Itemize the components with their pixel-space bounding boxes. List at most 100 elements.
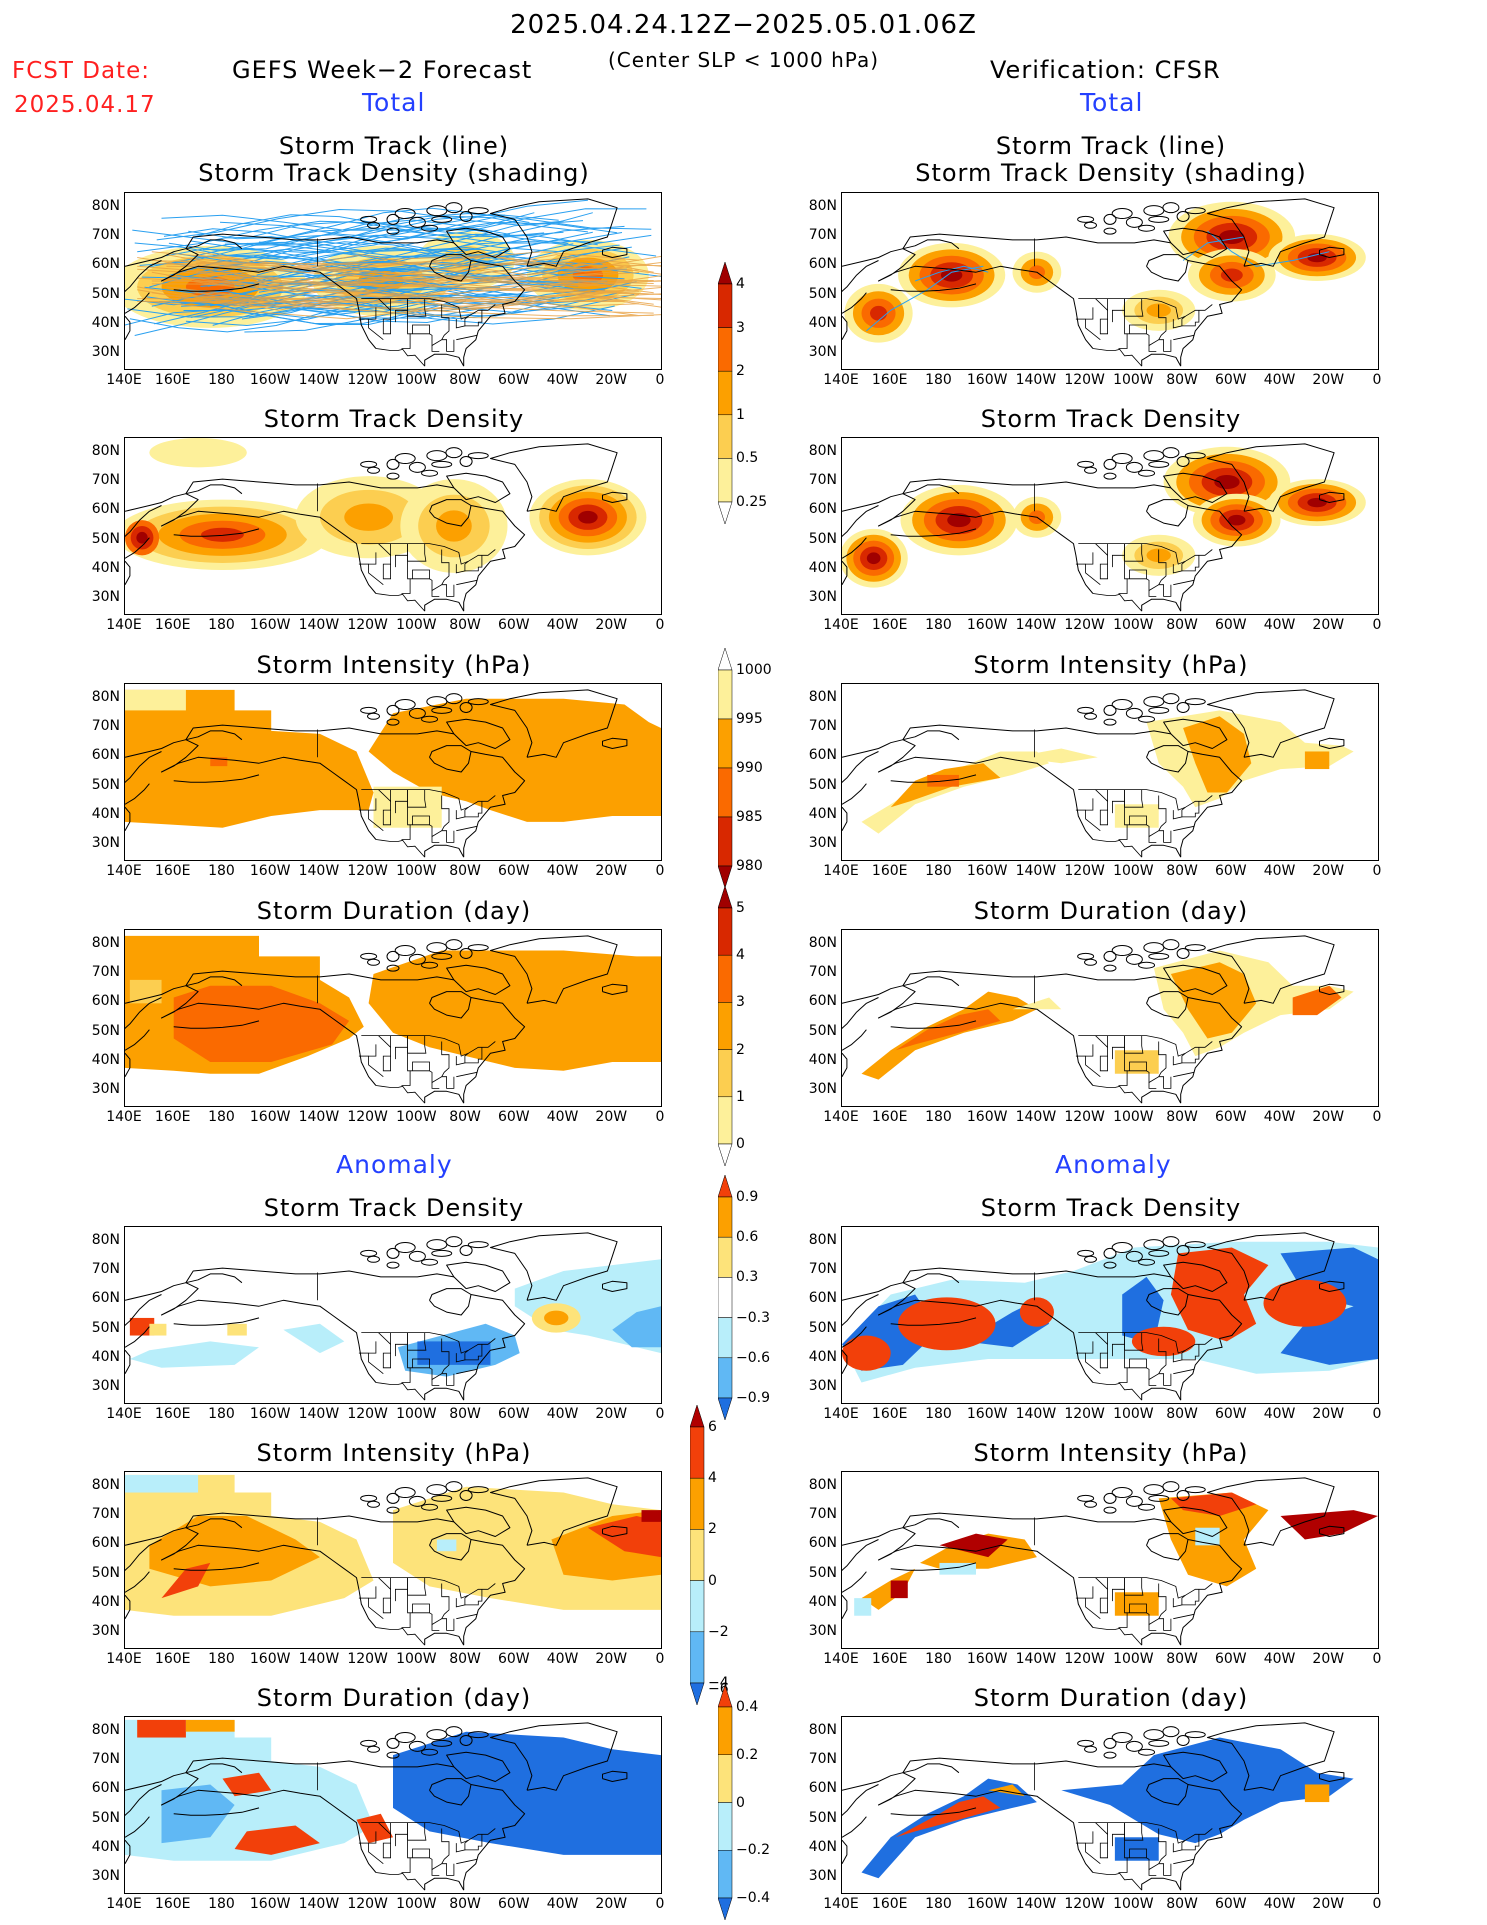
lon-tick-label: 60W: [497, 1896, 530, 1912]
lon-tick-label: 120W: [347, 863, 388, 879]
lon-tick-label: 40W: [546, 617, 579, 633]
lon-tick-label: 100W: [1113, 1109, 1154, 1125]
lon-tick-label: 140W: [1015, 617, 1057, 633]
lon-tick-label: 160E: [871, 1109, 908, 1125]
forecast-title: GEFS Week−2 Forecast: [232, 56, 533, 84]
lon-tick-label: 120W: [347, 372, 388, 388]
lat-tick-label: 70N: [808, 1751, 837, 1767]
lon-tick-label: 180: [925, 372, 952, 388]
lon-tick-label: 140W: [298, 372, 340, 388]
lon-tick-label: 80W: [449, 617, 481, 633]
lat-tick-label: 60N: [91, 993, 120, 1010]
lon-tick-label: 20W: [595, 617, 628, 633]
colorbar-duration-total: 5 4 3 2 1 0: [717, 885, 778, 1167]
lon-tick-label: 180: [925, 1651, 952, 1667]
lon-tick-label: 0: [655, 863, 665, 879]
lat-tick-label: 30N: [808, 344, 837, 361]
lat-tick-label: 50N: [91, 285, 120, 302]
left-total-heading: Total: [362, 88, 426, 117]
lon-tick-label: 160E: [154, 1651, 191, 1667]
panel-title-density-anom-left: Storm Track Density: [263, 1194, 525, 1222]
lon-tick-label: 120W: [347, 1109, 388, 1125]
lon-tick-label: 100W: [1113, 372, 1154, 388]
lon-tick-label: 100W: [396, 372, 437, 388]
lon-tick-label: 0: [1372, 1651, 1382, 1667]
lon-tick-label: 160W: [966, 1896, 1008, 1912]
lon-tick-label: 120W: [1064, 372, 1105, 388]
lat-tick-label: 70N: [91, 964, 120, 980]
lon-tick-label: 40W: [1263, 1896, 1296, 1912]
lon-tick-label: 120W: [1064, 617, 1105, 633]
lon-tick-label: 100W: [396, 1651, 437, 1667]
lat-tick-label: 70N: [808, 718, 837, 734]
colorbar-tick-label: 0: [708, 1572, 717, 1589]
lat-tick-label: 70N: [91, 1261, 120, 1277]
lon-tick-label: 120W: [347, 617, 388, 633]
panel-title-intensity-anom-left: Storm Intensity (hPa): [256, 1439, 532, 1467]
lon-tick-label: 140E: [106, 617, 142, 633]
map-canvas: [842, 689, 1354, 858]
colorbar-graphic: [717, 1174, 733, 1421]
panel-title-track-shading-right: Storm Track Density (shading): [915, 159, 1307, 187]
colorbar-graphic: [689, 1404, 705, 1706]
lon-tick-label: 80W: [1166, 617, 1198, 633]
lon-tick-label: 20W: [1312, 617, 1345, 633]
colorbar-density-anomaly: 0.9 0.6 0.3 −0.3 −0.6 −0.9: [717, 1174, 778, 1421]
lon-tick-label: 60W: [1214, 372, 1247, 388]
lon-tick-label: 40W: [1263, 617, 1296, 633]
lon-tick-label: 180: [208, 617, 235, 633]
lat-tick-label: 60N: [808, 256, 837, 273]
colorbar-tick-label: 5: [736, 900, 745, 916]
map-canvas: [842, 1477, 1378, 1646]
lat-tick-label: 30N: [808, 1868, 837, 1885]
lat-tick-label: 60N: [808, 1780, 837, 1797]
lon-tick-label: 20W: [1312, 1109, 1345, 1125]
lon-tick-label: 140W: [298, 617, 340, 633]
lon-tick-label: 160W: [249, 1406, 291, 1422]
lon-tick-label: 100W: [1113, 1896, 1154, 1912]
lon-tick-label: 60W: [1214, 1896, 1247, 1912]
lat-tick-label: 40N: [808, 1594, 837, 1610]
lat-tick-label: 70N: [808, 227, 837, 243]
lat-tick-label: 30N: [808, 1623, 837, 1640]
panel-title-intensity-total-right: Storm Intensity (hPa): [973, 651, 1249, 679]
map-intensity-total-right: [841, 683, 1379, 861]
lat-tick-label: 30N: [91, 835, 120, 852]
panel-title-track-shading-left: Storm Track Density (shading): [198, 159, 590, 187]
map-canvas: [125, 1719, 661, 1891]
lon-tick-label: 160E: [871, 1651, 908, 1667]
lat-tick-label: 70N: [91, 1751, 120, 1767]
colorbar-tick-label: 0: [736, 1794, 745, 1811]
lon-tick-label: 20W: [1312, 863, 1345, 879]
colorbar-tick-label: 990: [736, 760, 763, 776]
colorbar-tick-label: 985: [736, 809, 763, 825]
lon-tick-label: 40W: [1263, 863, 1296, 879]
lon-tick-label: 140W: [1015, 863, 1057, 879]
panel-title-duration-anom-left: Storm Duration (day): [256, 1684, 532, 1712]
lat-tick-label: 30N: [91, 1623, 120, 1640]
lat-tick-label: 60N: [808, 501, 837, 518]
panel-title-intensity-anom-right: Storm Intensity (hPa): [973, 1439, 1249, 1467]
lon-tick-label: 100W: [396, 617, 437, 633]
lat-tick-label: 50N: [91, 1022, 120, 1039]
colorbar-graphic: [717, 647, 733, 889]
lon-tick-label: 0: [655, 1406, 665, 1422]
lon-tick-label: 160W: [249, 1651, 291, 1667]
lon-tick-label: 140W: [1015, 372, 1057, 388]
lon-tick-label: 80W: [449, 863, 481, 879]
lon-tick-label: 180: [208, 1896, 235, 1912]
lat-tick-label: 40N: [91, 1052, 120, 1068]
colorbar-tick-label: 980: [736, 858, 763, 874]
lon-tick-label: 60W: [497, 1651, 530, 1667]
colorbar-tick-label: 0.9: [736, 1189, 759, 1205]
lon-tick-label: 20W: [595, 863, 628, 879]
lon-tick-label: 120W: [1064, 1406, 1105, 1422]
lon-tick-label: 160W: [249, 1109, 291, 1125]
colorbar-duration-anomaly: 0.4 0.2 0 −0.2 −0.4: [717, 1684, 778, 1921]
colorbar-tick-label: 4: [708, 1470, 717, 1487]
lat-tick-label: 40N: [808, 560, 837, 576]
fcst-date-value: 2025.04.17: [14, 92, 156, 118]
lon-tick-label: 20W: [1312, 1406, 1345, 1422]
lon-tick-label: 60W: [1214, 617, 1247, 633]
lat-tick-label: 50N: [808, 776, 837, 793]
